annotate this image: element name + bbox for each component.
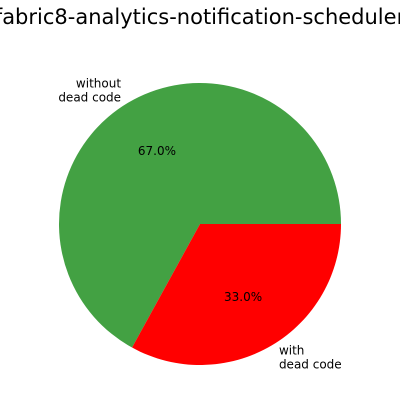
- pie-percent-label-0: 67.0%: [138, 144, 176, 158]
- pie-slice-label-0: without dead code: [58, 76, 121, 104]
- pie-slice-label-1: with dead code: [279, 344, 342, 372]
- pie-slice-0: [58, 83, 341, 348]
- chart-title: fabric8-analytics-notification-scheduler: [0, 5, 400, 29]
- pie-slice-1: [132, 224, 341, 365]
- pie-slices: [58, 83, 341, 365]
- pie-percent-label-1: 33.0%: [224, 290, 262, 304]
- pie-labels: 67.0% without dead code 33.0% with dead code: [58, 76, 341, 371]
